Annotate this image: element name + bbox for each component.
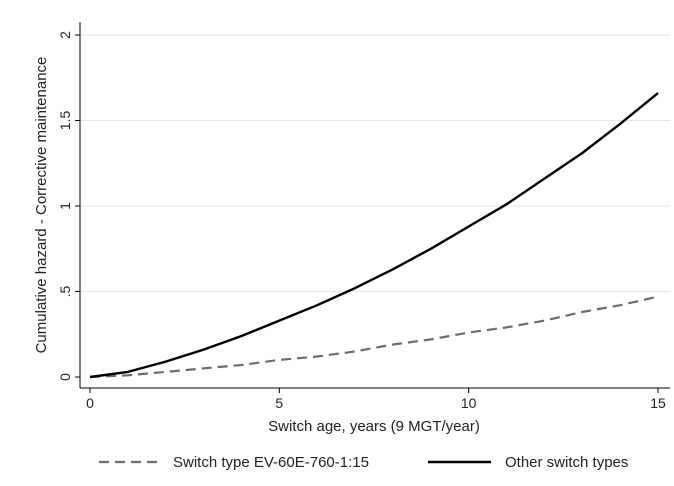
series-line-2 — [89, 92, 659, 379]
series-lines — [89, 92, 659, 379]
y-axis-title: Cumulative hazard - Corrective maintenan… — [33, 57, 50, 354]
gridlines — [80, 34, 670, 292]
x-axis-title: Switch age, years (9 MGT/year) — [268, 418, 480, 435]
axes: 0 .5 1 1.5 2 0 5 10 15 — [57, 22, 670, 411]
y-tick-label-1: .5 — [57, 285, 73, 297]
x-tick-label-1: 5 — [275, 395, 283, 411]
x-tick-label-0: 0 — [86, 395, 94, 411]
y-tick-label-4: 2 — [57, 31, 73, 39]
legend-label-series-2: Other switch types — [505, 454, 628, 471]
y-tick-label-3: 1.5 — [57, 111, 73, 131]
y-tick-label-2: 1 — [57, 202, 73, 210]
legend-label-series-1: Switch type EV-60E-760-1:15 — [173, 454, 369, 471]
legend: Switch type EV-60E-760-1:15 Other switch… — [99, 454, 628, 471]
x-tick-label-2: 10 — [461, 395, 477, 411]
x-tick-label-3: 15 — [650, 395, 666, 411]
y-tick-label-0: 0 — [57, 373, 73, 381]
